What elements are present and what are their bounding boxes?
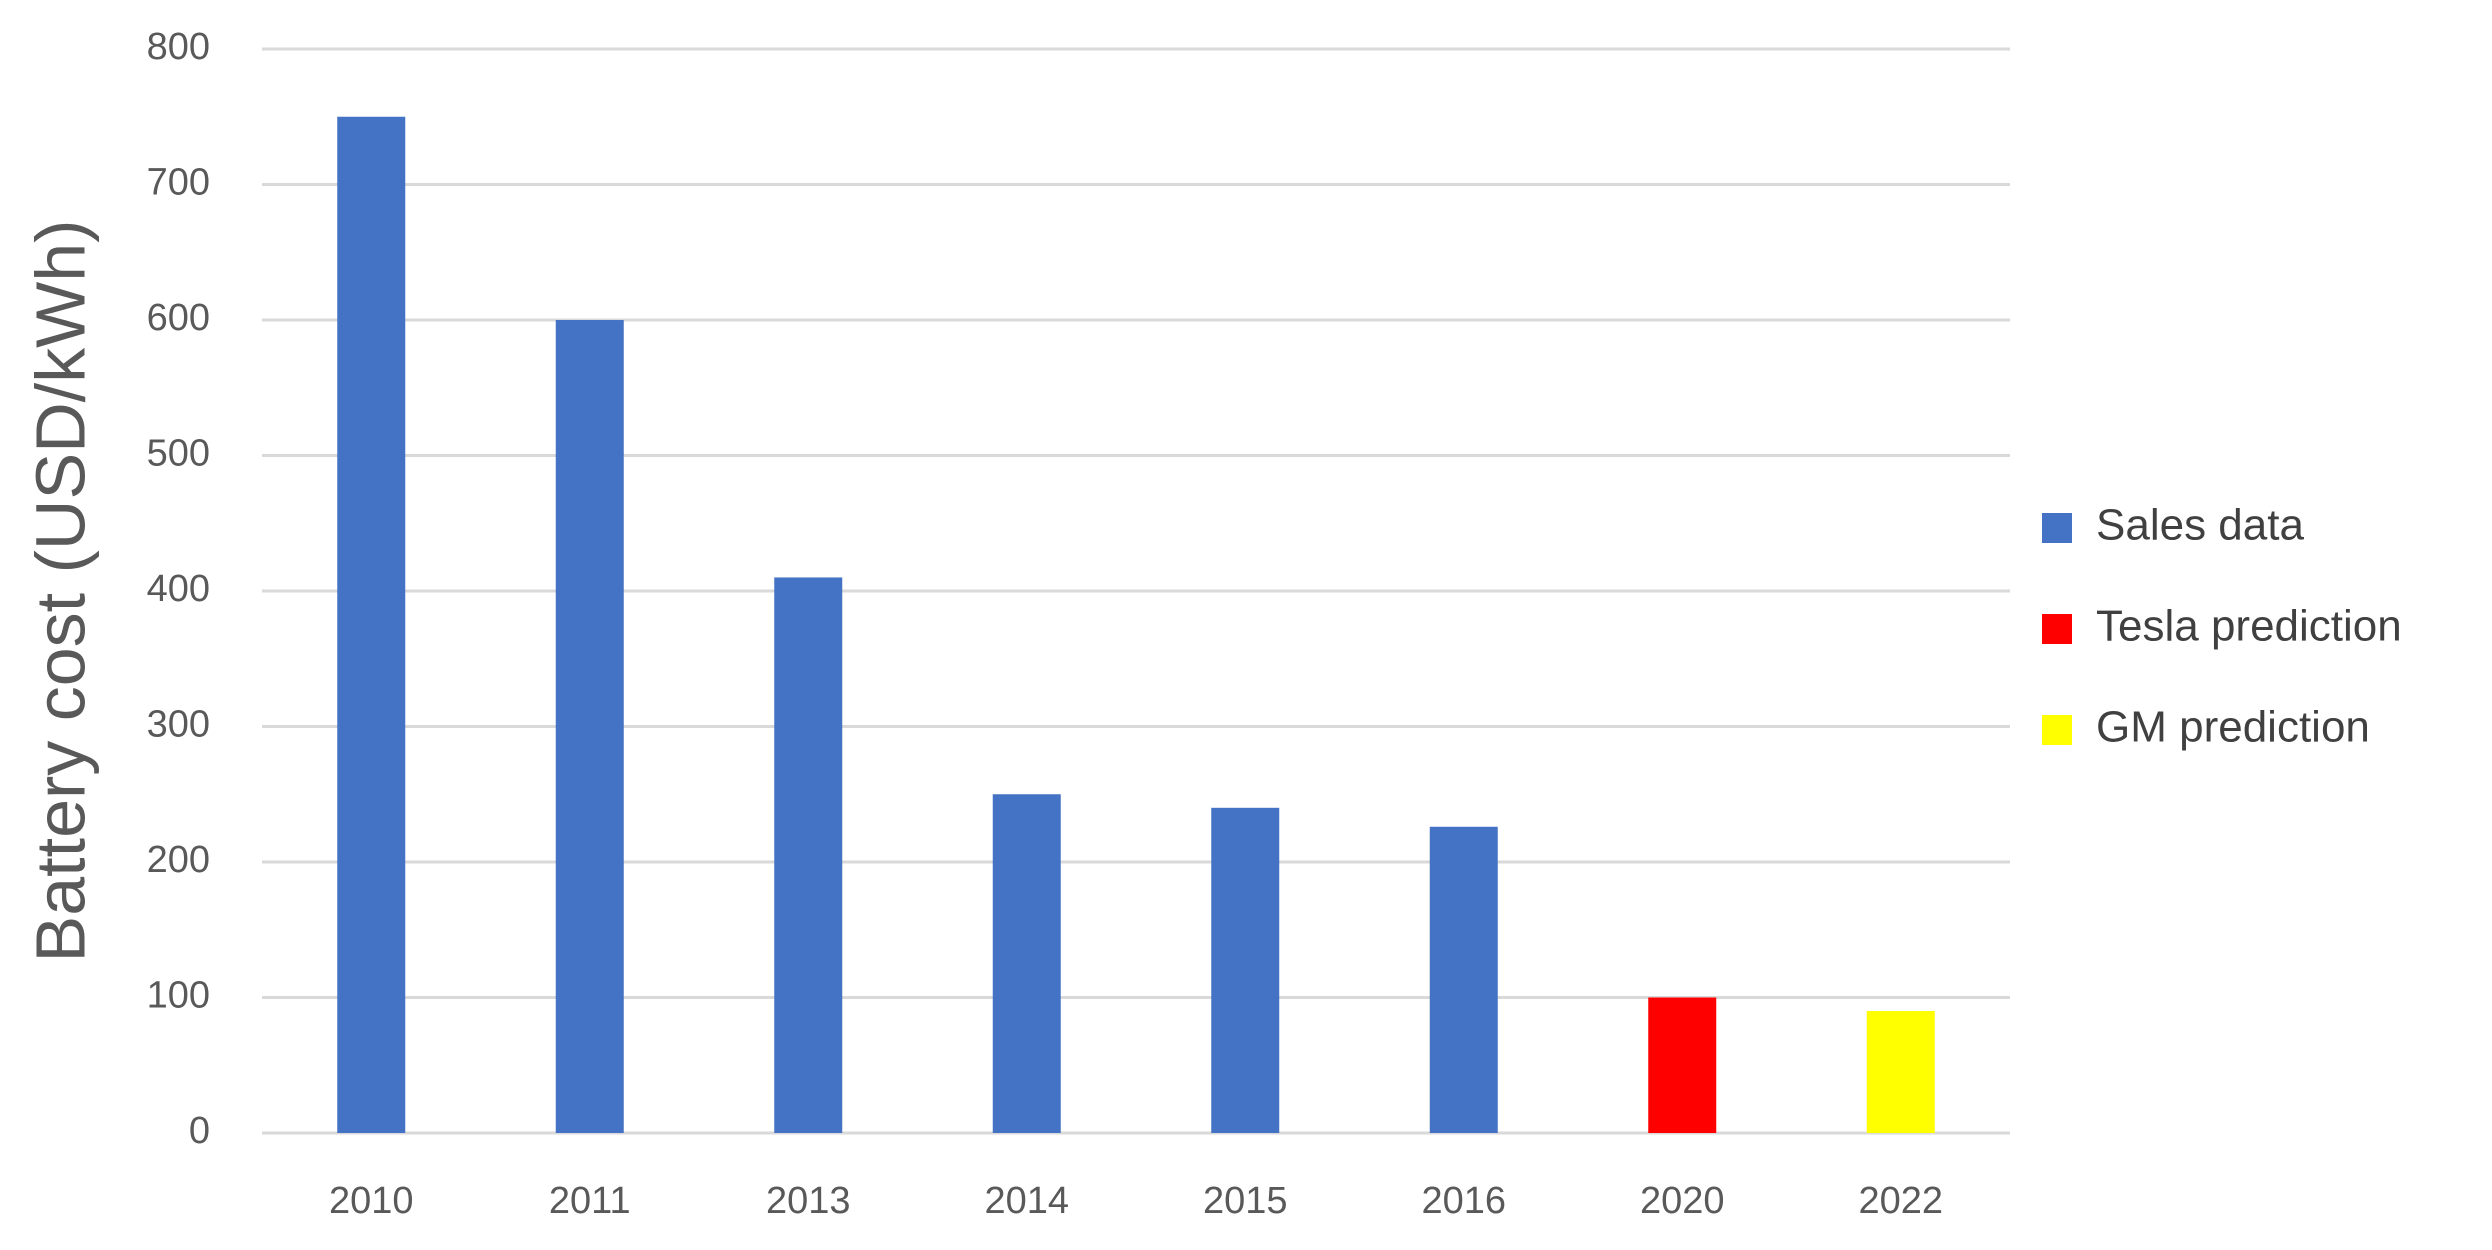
legend-label: GM prediction (2096, 703, 2370, 752)
x-tick-label: 2016 (1421, 1180, 1506, 1222)
x-tick-label: 2014 (984, 1180, 1069, 1222)
legend-label: Sales data (2096, 501, 2304, 550)
bar (1429, 826, 1498, 1133)
x-tick-label: 2015 (1203, 1180, 1288, 1222)
y-tick-label: 0 (189, 1110, 210, 1152)
bar (1211, 807, 1280, 1133)
bar (555, 320, 624, 1133)
x-tick-label: 2020 (1640, 1180, 1725, 1222)
y-tick-label: 500 (147, 433, 210, 475)
legend-label: Tesla prediction (2096, 602, 2402, 651)
bar (992, 794, 1061, 1133)
y-tick-label: 700 (147, 162, 210, 204)
bar (1866, 1011, 1935, 1133)
bar (1648, 997, 1717, 1133)
x-tick-label: 2010 (329, 1180, 414, 1222)
y-tick-label: 100 (147, 975, 210, 1017)
x-tick-label: 2013 (766, 1180, 851, 1222)
bar (774, 577, 843, 1133)
x-tick-label: 2022 (1858, 1180, 1943, 1222)
y-tick-label: 200 (147, 839, 210, 881)
y-tick-label: 600 (147, 297, 210, 339)
y-tick-label: 400 (147, 568, 210, 610)
y-axis-title: Battery cost (USD/kWh) (21, 220, 99, 963)
bar (337, 116, 406, 1133)
x-tick-label: 2011 (549, 1180, 631, 1222)
y-tick-label: 300 (147, 704, 210, 746)
legend-swatch (2042, 614, 2072, 644)
legend-swatch (2042, 513, 2072, 543)
legend-swatch (2042, 715, 2072, 745)
y-tick-label: 800 (147, 26, 210, 68)
